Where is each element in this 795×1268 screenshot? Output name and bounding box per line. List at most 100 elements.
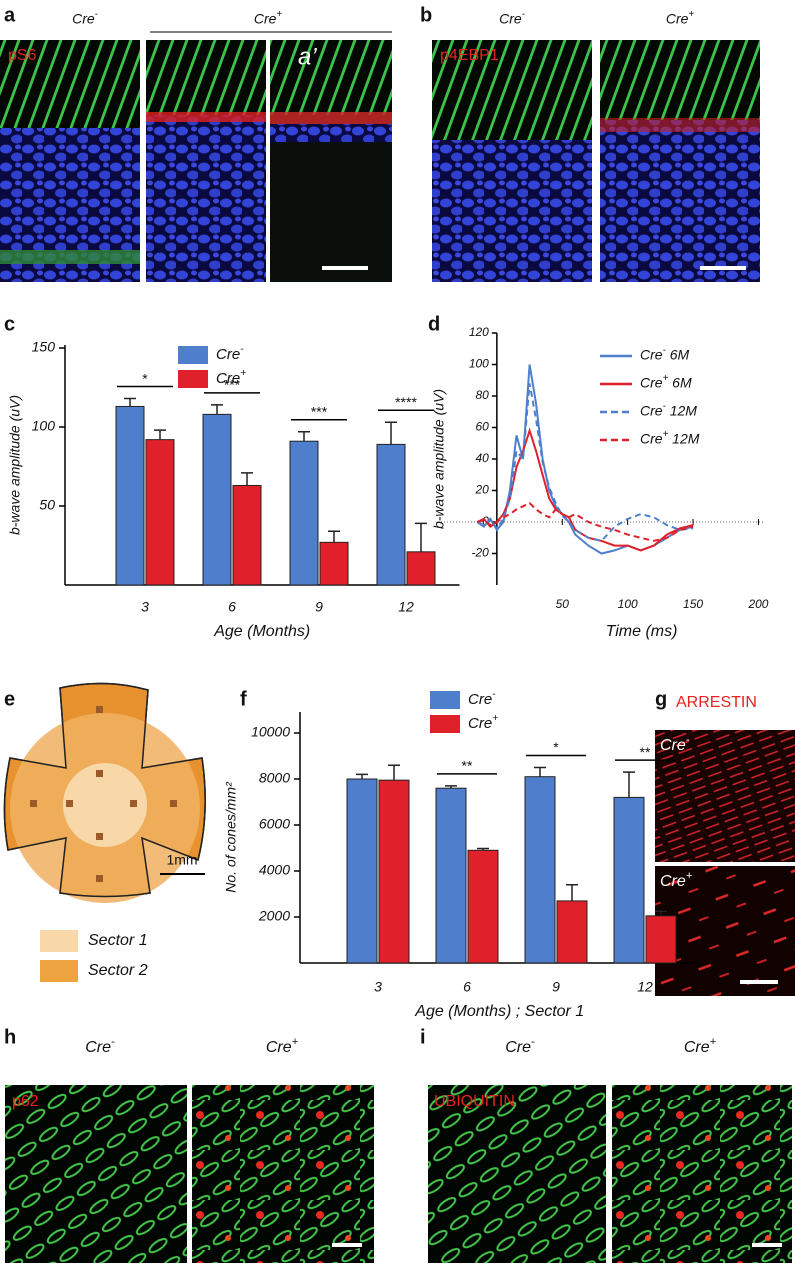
bar xyxy=(435,787,467,964)
error-bar xyxy=(655,910,667,916)
y-tick-label: 120 xyxy=(469,325,489,339)
panel-label: f xyxy=(240,688,247,710)
legend-label: Cre+ xyxy=(216,367,246,387)
y-tick-label: 60 xyxy=(476,420,490,434)
y-axis-label: No. of cones/mm² xyxy=(223,781,239,893)
series-line xyxy=(476,501,694,542)
series-line xyxy=(476,364,694,555)
error-bar xyxy=(534,766,546,777)
y-tick-label: 2000 xyxy=(258,908,290,924)
legend-label: Sector 1 xyxy=(88,932,148,949)
bar xyxy=(406,551,436,586)
group-label: Cre+ xyxy=(660,870,693,890)
micrograph xyxy=(5,1085,374,1263)
x-tick-label: 3 xyxy=(374,979,382,995)
error-bar xyxy=(298,430,310,442)
legend-swatch xyxy=(178,346,208,364)
bar xyxy=(346,778,378,964)
legend-swatch xyxy=(178,370,208,388)
x-tick-label: 150 xyxy=(683,597,703,611)
x-tick-label: 200 xyxy=(747,597,768,611)
header: Cre+ xyxy=(266,1036,299,1056)
header: Cre- xyxy=(499,9,526,27)
error-bar xyxy=(211,404,223,415)
stain-label: UBIQUITIN xyxy=(434,1093,515,1110)
superscript: + xyxy=(686,870,693,882)
stain-label: p4EBP1 xyxy=(440,47,499,64)
retina-diagram xyxy=(3,682,206,982)
micrograph xyxy=(655,730,795,996)
error-bar xyxy=(124,397,136,407)
bar xyxy=(613,796,645,964)
bar xyxy=(376,443,406,586)
header: Cre+ xyxy=(684,1036,717,1056)
superscript: + xyxy=(663,429,669,440)
x-axis-label: Age (Months) ; Sector 1 xyxy=(414,1003,584,1020)
significance-label: *** xyxy=(224,377,241,393)
superscript: + xyxy=(492,712,498,724)
legend-label: Cre- xyxy=(216,343,244,363)
y-tick-label: 100 xyxy=(469,357,489,371)
superscript: + xyxy=(663,373,669,384)
bar xyxy=(202,413,232,586)
header: Cre+ xyxy=(254,9,283,27)
superscript: - xyxy=(240,343,244,355)
superscript: - xyxy=(531,1036,535,1048)
superscript: - xyxy=(95,9,99,20)
error-bar xyxy=(566,884,578,901)
header: Cre- xyxy=(72,9,99,27)
legend-swatch xyxy=(430,715,460,733)
superscript: + xyxy=(240,367,246,379)
micrograph xyxy=(0,40,392,282)
legend-label: Cre+ 12M xyxy=(640,429,700,447)
micrograph xyxy=(428,1085,792,1263)
panel-label: i xyxy=(420,1026,426,1048)
significance-label: * xyxy=(142,370,148,386)
legend-label: Sector 2 xyxy=(88,962,148,979)
y-tick-label: -20 xyxy=(472,546,490,560)
panel-label: g xyxy=(655,688,667,710)
legend-swatch xyxy=(430,691,460,709)
y-axis-label: b-wave amplitude (uV) xyxy=(7,395,23,535)
group-label: Cre- xyxy=(660,734,690,754)
y-tick-label: 80 xyxy=(476,388,490,402)
stain-label: pS6 xyxy=(8,47,37,64)
y-axis-label: b-wave amplitude (uV) xyxy=(431,389,447,529)
series-line xyxy=(476,383,694,543)
y-tick-label: 4000 xyxy=(259,862,290,878)
error-bar xyxy=(328,530,340,543)
bar xyxy=(524,776,556,964)
error-bar xyxy=(385,421,397,445)
y-tick-label: 50 xyxy=(39,497,55,513)
panel-label: e xyxy=(4,688,15,710)
stain-label: ARRESTIN xyxy=(676,694,757,711)
bar xyxy=(556,900,588,964)
error-bar xyxy=(356,773,368,779)
x-tick-label: 100 xyxy=(618,597,638,611)
superscript: + xyxy=(292,1036,299,1048)
bar xyxy=(467,849,499,964)
bar xyxy=(289,440,319,586)
inset-label: a’ xyxy=(298,43,317,70)
y-tick-label: 8000 xyxy=(259,770,290,786)
superscript: + xyxy=(710,1036,717,1048)
bar xyxy=(232,484,262,586)
bar xyxy=(145,439,175,586)
error-bar xyxy=(388,764,400,781)
legend-label: Cre- 12M xyxy=(640,401,697,419)
significance-label: ** xyxy=(640,744,651,760)
error-bar xyxy=(445,785,457,789)
panel-label: d xyxy=(428,313,440,335)
error-bar xyxy=(623,771,635,798)
scale-label: 1mm xyxy=(166,852,197,868)
micrograph xyxy=(432,40,760,282)
bar xyxy=(319,541,349,586)
panel-label: c xyxy=(4,313,15,335)
significance-label: **** xyxy=(395,394,417,410)
superscript: - xyxy=(492,688,496,700)
x-tick-label: 9 xyxy=(552,979,560,995)
significance-label: *** xyxy=(311,403,328,419)
stain-label: p62 xyxy=(12,1093,39,1110)
x-axis-label: Time (ms) xyxy=(606,623,678,640)
